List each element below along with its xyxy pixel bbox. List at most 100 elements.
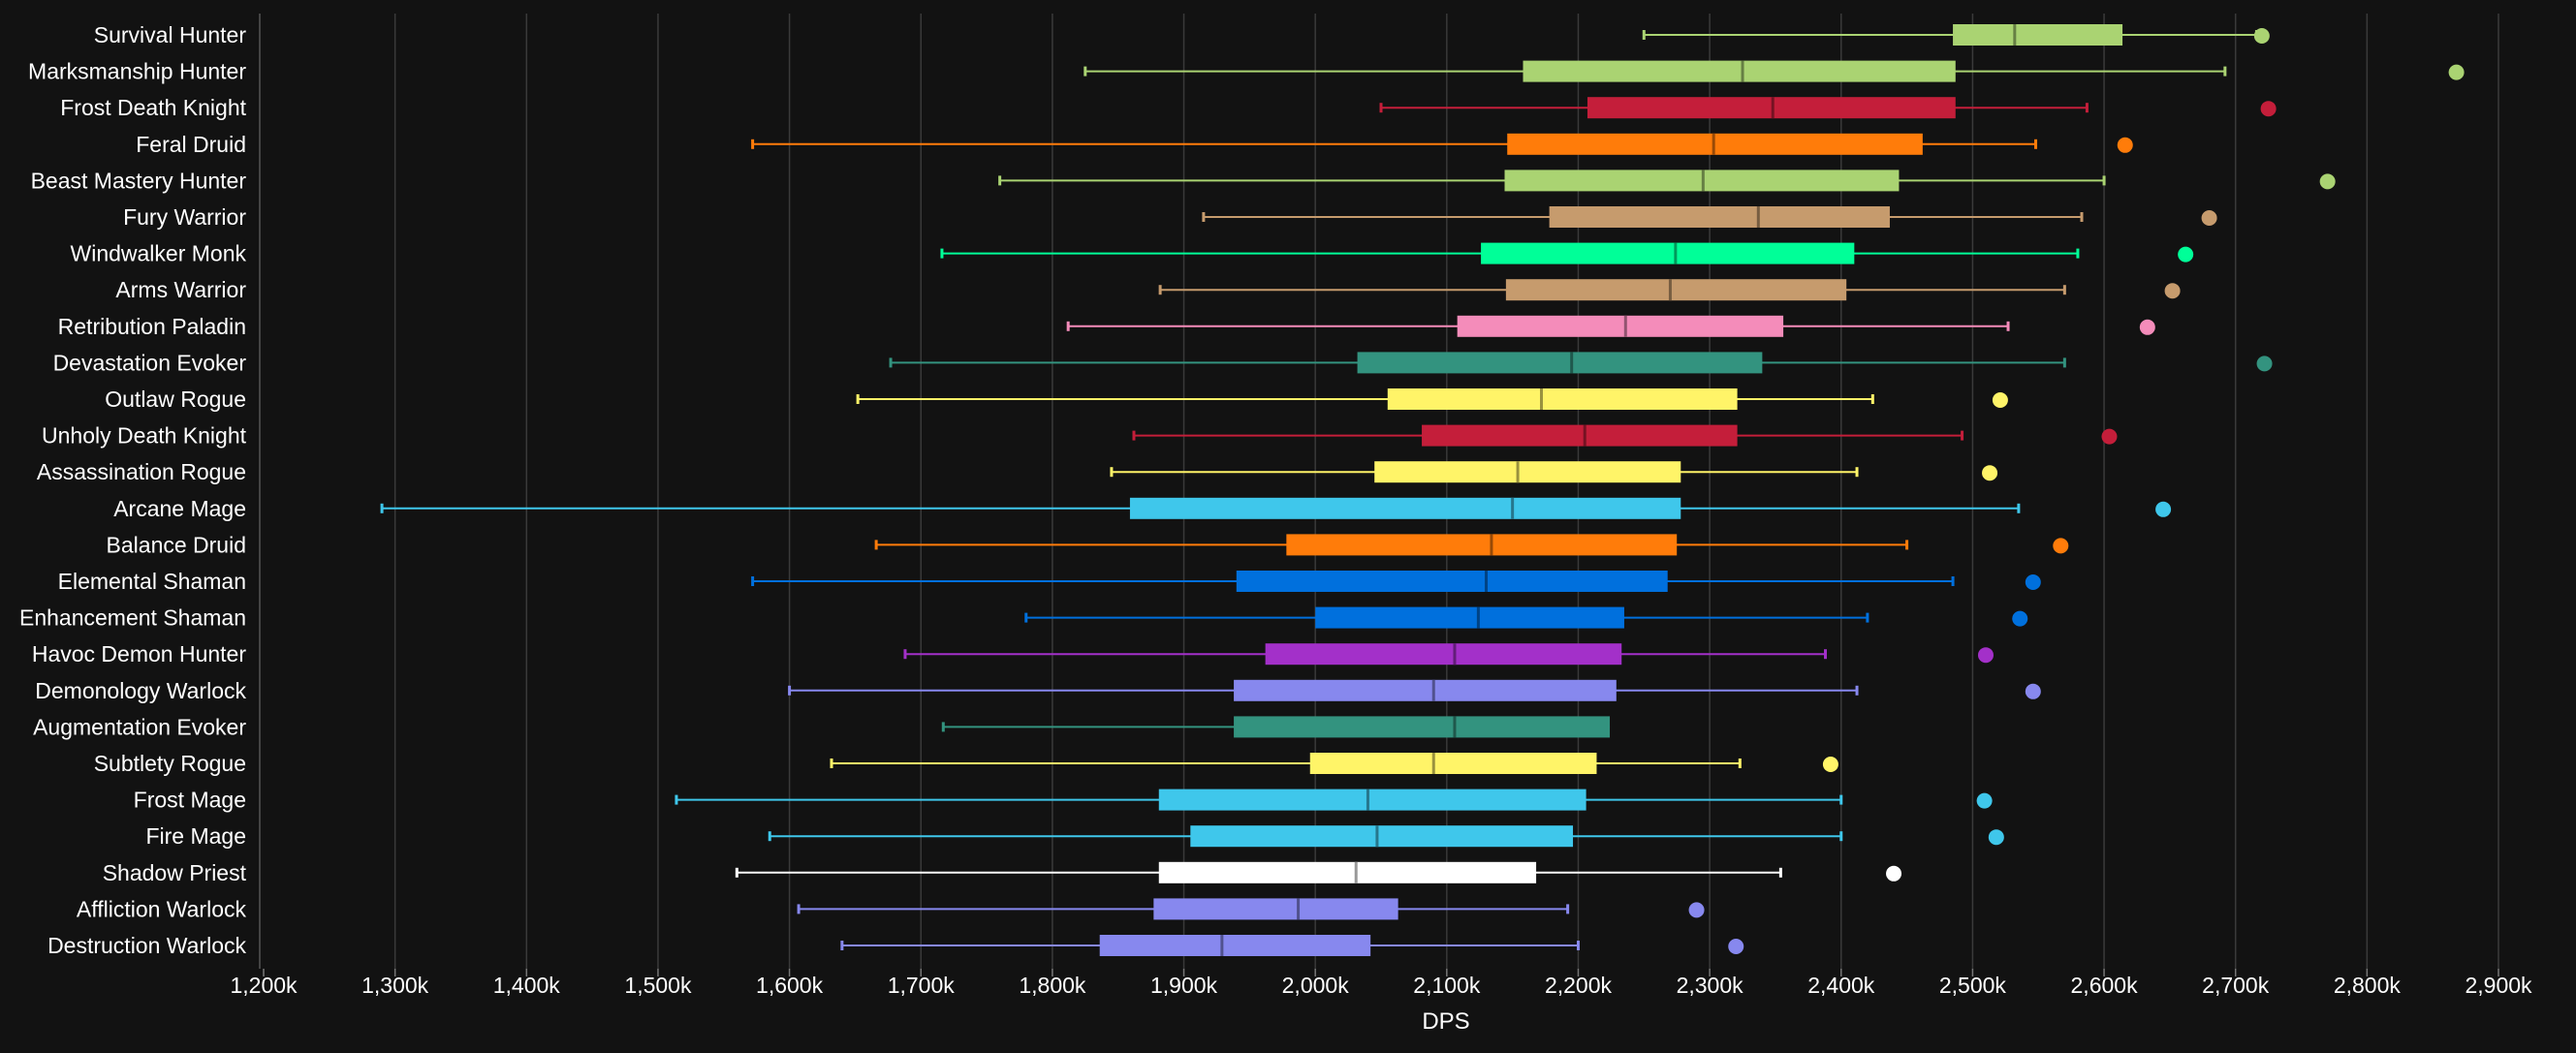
category-label-unholy-death-knight: Unholy Death Knight: [42, 423, 247, 449]
category-label-balance-druid: Balance Druid: [107, 532, 246, 557]
box-frost-death-knight[interactable]: [1379, 97, 2277, 119]
iqr-box-shadow-priest: [1158, 861, 1537, 883]
box-survival-hunter[interactable]: [1642, 24, 2270, 46]
outlier-point-survival-hunter: [2253, 28, 2270, 44]
category-label-demonology-warlock: Demonology Warlock: [35, 678, 246, 703]
x-tick-label: 1,500k: [624, 973, 692, 998]
category-label-fury-warrior: Fury Warrior: [123, 204, 246, 230]
category-label-shadow-priest: Shadow Priest: [103, 860, 247, 885]
category-label-retribution-paladin: Retribution Paladin: [58, 314, 246, 339]
x-tick-label: 1,700k: [888, 973, 956, 998]
box-windwalker-monk[interactable]: [940, 242, 2194, 264]
box-frost-mage[interactable]: [675, 789, 1993, 811]
category-label-destruction-warlock: Destruction Warlock: [47, 933, 246, 958]
category-label-havoc-demon-hunter: Havoc Demon Hunter: [32, 641, 246, 666]
iqr-box-enhancement-shaman: [1315, 606, 1624, 629]
iqr-box-subtlety-rogue: [1309, 753, 1597, 774]
iqr-box-affliction-warlock: [1153, 898, 1398, 920]
category-label-fire-mage: Fire Mage: [145, 823, 246, 849]
iqr-box-elemental-shaman: [1236, 571, 1668, 592]
box-devastation-evoker[interactable]: [889, 352, 2273, 374]
category-label-outlaw-rogue: Outlaw Rogue: [105, 387, 246, 412]
box-destruction-warlock[interactable]: [840, 935, 1744, 956]
box-affliction-warlock[interactable]: [797, 898, 1705, 920]
x-axis-ticks: 1,200k 1,300k 1,400k 1,500k 1,600k 1,700k 1,80…: [230, 969, 2532, 998]
category-label-feral-druid: Feral Druid: [136, 132, 246, 157]
outlier-point-affliction-warlock: [1688, 902, 1705, 918]
outlier-point-feral-druid: [2117, 137, 2133, 153]
category-label-elemental-shaman: Elemental Shaman: [58, 569, 246, 594]
outlier-point-beast-mastery-hunter: [2319, 173, 2336, 190]
x-tick-label: 2,800k: [2334, 973, 2402, 998]
box-plot-series: [380, 24, 2465, 956]
box-retribution-paladin[interactable]: [1066, 315, 2155, 337]
box-arms-warrior[interactable]: [1158, 279, 2181, 301]
box-augmentation-evoker[interactable]: [941, 716, 1611, 738]
category-label-devastation-evoker: Devastation Evoker: [53, 350, 247, 375]
iqr-box-arcane-mage: [1129, 497, 1681, 519]
box-unholy-death-knight[interactable]: [1132, 424, 2118, 447]
category-label-marksmanship-hunter: Marksmanship Hunter: [28, 59, 246, 84]
outlier-point-enhancement-shaman: [2012, 610, 2028, 627]
iqr-box-frost-mage: [1158, 789, 1586, 811]
category-label-affliction-warlock: Affliction Warlock: [77, 896, 247, 921]
box-subtlety-rogue[interactable]: [830, 753, 1838, 774]
category-label-assassination-rogue: Assassination Rogue: [37, 459, 246, 484]
box-balance-druid[interactable]: [874, 534, 2069, 556]
category-label-subtlety-rogue: Subtlety Rogue: [94, 751, 246, 776]
iqr-box-outlaw-rogue: [1387, 388, 1738, 410]
x-tick-label: 1,900k: [1150, 973, 1218, 998]
outlier-point-outlaw-rogue: [1992, 392, 2008, 408]
box-assassination-rogue[interactable]: [1110, 461, 1998, 483]
x-tick-label: 2,900k: [2465, 973, 2532, 998]
category-label-windwalker-monk: Windwalker Monk: [71, 241, 247, 266]
box-elemental-shaman[interactable]: [751, 571, 2041, 592]
outlier-point-assassination-rogue: [1982, 465, 1998, 481]
box-feral-druid[interactable]: [751, 133, 2133, 155]
iqr-box-windwalker-monk: [1481, 242, 1855, 264]
outlier-point-fury-warrior: [2201, 210, 2217, 226]
outlier-point-frost-mage: [1976, 792, 1993, 809]
outlier-point-shadow-priest: [1886, 865, 1902, 882]
x-tick-label: 1,600k: [756, 973, 824, 998]
box-beast-mastery-hunter[interactable]: [998, 170, 2336, 192]
box-fury-warrior[interactable]: [1202, 206, 2217, 228]
outlier-point-elemental-shaman: [2025, 574, 2041, 590]
outlier-point-balance-druid: [2053, 538, 2069, 554]
iqr-box-augmentation-evoker: [1234, 716, 1611, 738]
box-fire-mage[interactable]: [768, 825, 2004, 848]
box-shadow-priest[interactable]: [735, 861, 1902, 883]
box-havoc-demon-hunter[interactable]: [903, 643, 1994, 666]
outlier-point-subtlety-rogue: [1822, 757, 1838, 772]
box-outlaw-rogue[interactable]: [856, 388, 2008, 410]
x-axis-title: DPS: [1422, 1008, 1469, 1035]
iqr-box-marksmanship-hunter: [1523, 60, 1956, 82]
box-enhancement-shaman[interactable]: [1024, 606, 2028, 629]
iqr-box-assassination-rogue: [1374, 461, 1681, 483]
category-label-frost-death-knight: Frost Death Knight: [60, 95, 246, 120]
box-arcane-mage[interactable]: [380, 497, 2172, 519]
box-marksmanship-hunter[interactable]: [1084, 60, 2465, 82]
outlier-point-frost-death-knight: [2260, 101, 2277, 117]
x-tick-label: 2,700k: [2202, 973, 2270, 998]
x-tick-label: 1,400k: [493, 973, 561, 998]
category-label-augmentation-evoker: Augmentation Evoker: [33, 714, 246, 739]
x-tick-label: 2,000k: [1282, 973, 1350, 998]
iqr-box-demonology-warlock: [1234, 679, 1617, 701]
box-demonology-warlock[interactable]: [788, 679, 2041, 701]
iqr-box-havoc-demon-hunter: [1265, 643, 1622, 666]
x-tick-label: 1,300k: [361, 973, 429, 998]
x-tick-label: 2,600k: [2071, 973, 2139, 998]
category-label-survival-hunter: Survival Hunter: [94, 22, 247, 47]
outlier-point-arms-warrior: [2164, 283, 2181, 299]
x-tick-label: 2,500k: [1939, 973, 2007, 998]
outlier-point-devastation-evoker: [2256, 356, 2273, 372]
iqr-box-destruction-warlock: [1099, 935, 1371, 956]
iqr-box-fire-mage: [1190, 825, 1574, 848]
outlier-point-havoc-demon-hunter: [1977, 647, 1994, 664]
iqr-box-survival-hunter: [1953, 24, 2123, 46]
outlier-point-fire-mage: [1988, 829, 2004, 846]
x-tick-label: 2,100k: [1413, 973, 1481, 998]
